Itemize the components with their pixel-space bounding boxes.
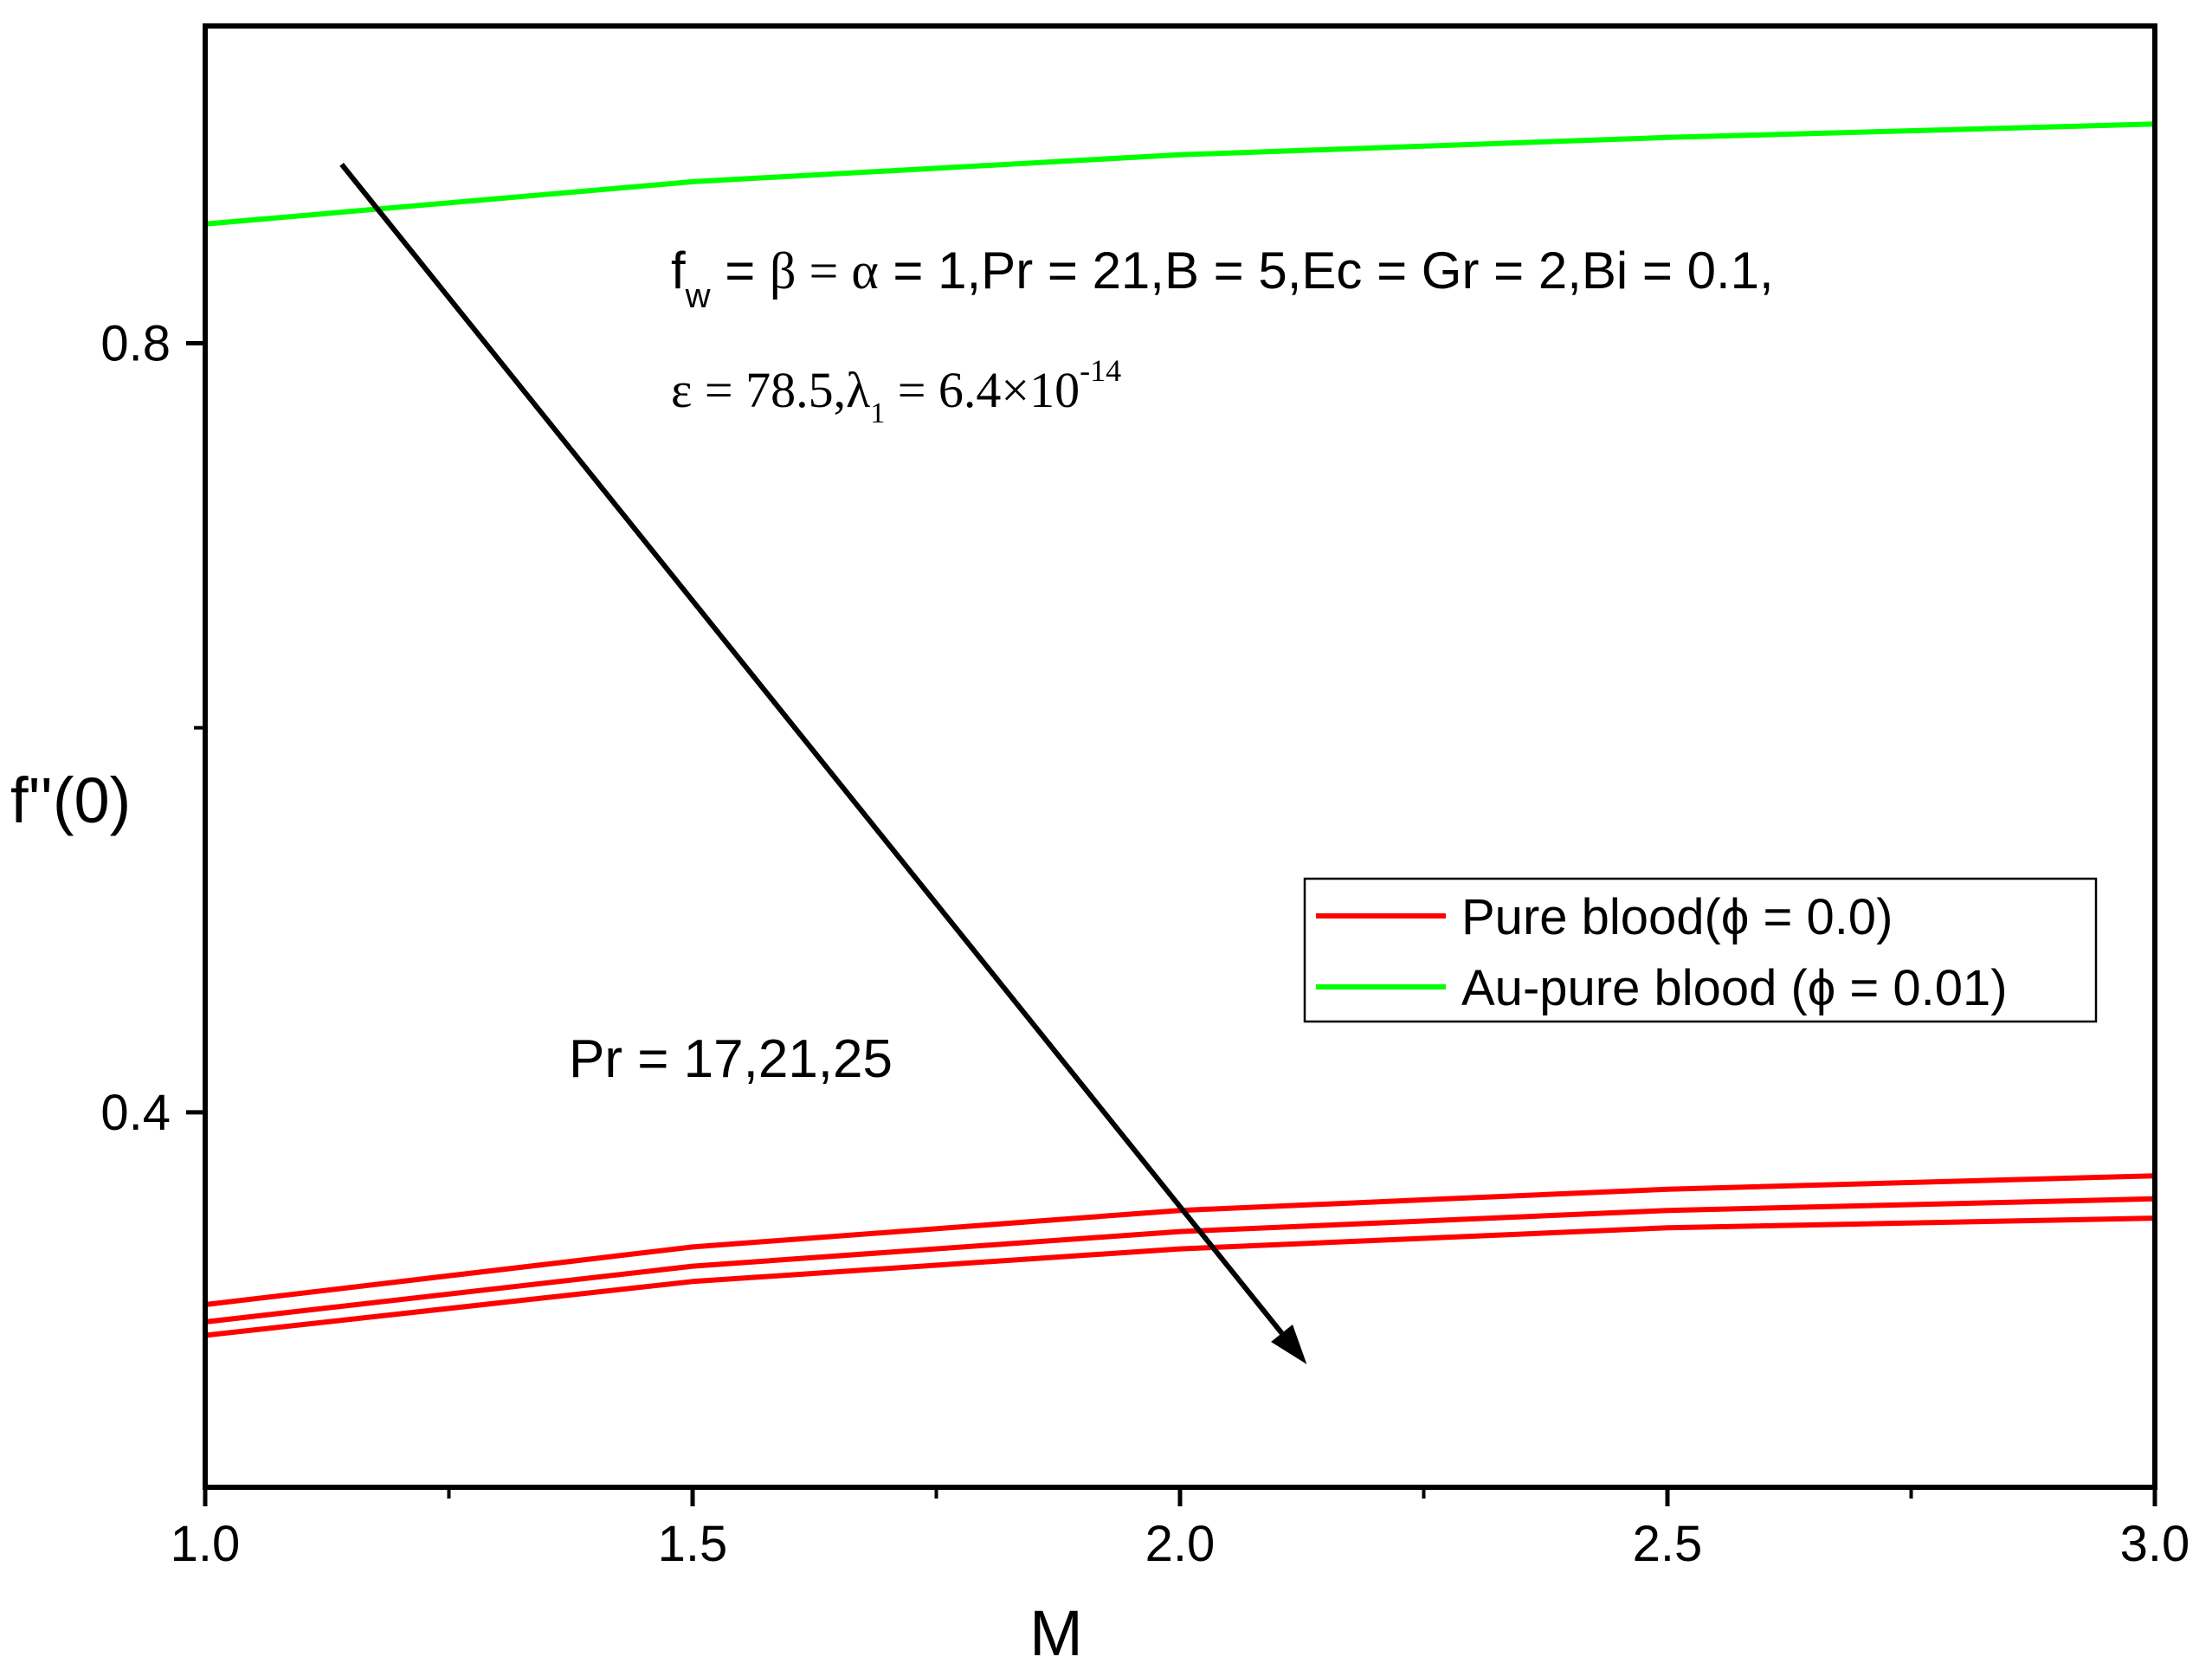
x-tick-label: 1.5 xyxy=(658,1516,728,1572)
arrow-label: Pr = 17,21,25 xyxy=(569,1029,893,1089)
param-w-subscript: w xyxy=(685,277,711,315)
param-eps-lambda: ε = 78.5,λ xyxy=(671,362,870,418)
y-axis-label: f''(0) xyxy=(10,764,131,836)
y-tick-label: 0.8 xyxy=(100,315,171,371)
series-group xyxy=(204,121,2156,1364)
params-line-2: ε = 78.5,λ1 = 6.4×10-14 xyxy=(671,353,1121,429)
param-alpha: α xyxy=(851,242,878,300)
annotation-arrow-head xyxy=(1271,1324,1307,1364)
params-line-1: fw = β = α = 1,Pr = 21,B = 5,Ec = Gr = 2… xyxy=(671,242,1774,315)
x-tick-label: 1.0 xyxy=(171,1516,241,1572)
param-rest: = 1,Pr = 21,B = 5,Ec = Gr = 2,Bi = 0.1, xyxy=(879,242,1774,300)
legend-box xyxy=(1303,877,2098,1023)
legend-label-pure-blood: Pure blood(ϕ = 0.0) xyxy=(1461,889,1893,945)
param-beta: β xyxy=(770,242,796,300)
annotation-arrow-shaft xyxy=(339,163,1284,1335)
legend: Pure blood(ϕ = 0.0) Au-pure blood (ϕ = 0… xyxy=(1303,877,2098,1023)
param-eq2: = xyxy=(796,242,851,300)
series-line-pure-2 xyxy=(204,1215,2156,1338)
param-value: = 6.4×10 xyxy=(885,362,1080,418)
series-line-au-3 xyxy=(204,121,2156,227)
series-line-pure-1 xyxy=(204,1196,2156,1325)
legend-label-au-pure-blood: Au-pure blood (ϕ = 0.01) xyxy=(1461,960,2008,1016)
plot-frame xyxy=(203,23,2157,1490)
param-lambda-subscript: 1 xyxy=(870,397,885,429)
x-axis-label: M xyxy=(1029,1597,1083,1669)
param-exponent: -14 xyxy=(1080,353,1121,388)
x-tick-label: 2.5 xyxy=(1633,1516,1703,1572)
axis-ticks: 1.0 1.5 2.0 2.5 3.0 0.4 0.8 xyxy=(100,315,2189,1572)
x-tick-label: 2.0 xyxy=(1145,1516,1216,1572)
y-tick-label: 0.4 xyxy=(100,1085,171,1141)
param-f: f xyxy=(671,242,686,300)
x-tick-label: 3.0 xyxy=(2120,1516,2190,1572)
param-eq1: = xyxy=(711,242,770,300)
